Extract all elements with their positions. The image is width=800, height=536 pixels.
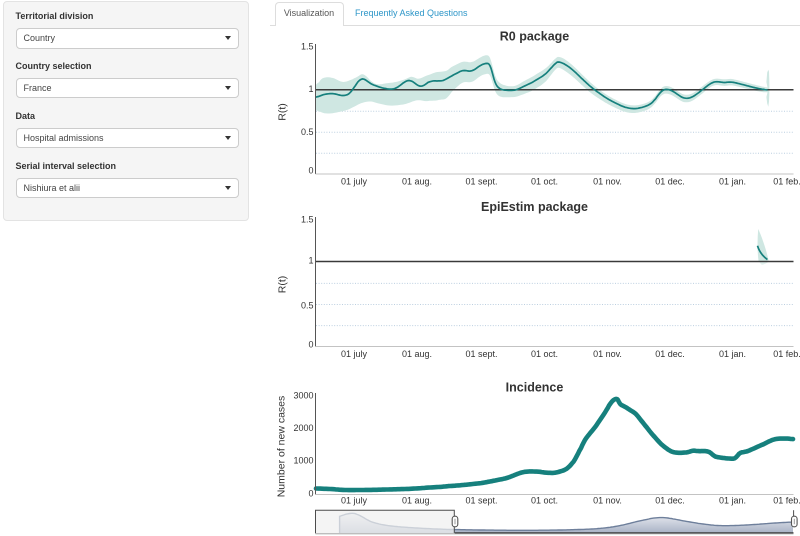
svg-text:01 nov.: 01 nov. (593, 496, 622, 506)
svg-text:01 july: 01 july (341, 349, 368, 359)
svg-text:01 july: 01 july (341, 177, 368, 187)
svg-text:1: 1 (308, 84, 313, 94)
svg-text:2000: 2000 (293, 423, 313, 433)
svg-text:01 sept.: 01 sept. (465, 177, 497, 187)
svg-text:EpiEstim package: EpiEstim package (481, 200, 588, 214)
svg-text:01 jan.: 01 jan. (719, 349, 746, 359)
svg-text:01 feb.: 01 feb. (773, 177, 800, 187)
svg-text:0.5: 0.5 (301, 127, 314, 137)
svg-text:01 aug.: 01 aug. (402, 349, 432, 359)
svg-text:1: 1 (308, 255, 313, 265)
svg-text:01 sept.: 01 sept. (465, 349, 497, 359)
svg-text:01 nov.: 01 nov. (593, 349, 622, 359)
svg-text:01 dec.: 01 dec. (655, 177, 685, 187)
svg-text:0: 0 (308, 166, 313, 176)
svg-text:01 dec.: 01 dec. (655, 496, 685, 506)
svg-text:1000: 1000 (293, 456, 313, 466)
svg-text:R0 package: R0 package (500, 30, 570, 44)
svg-text:1.5: 1.5 (301, 215, 314, 225)
svg-text:0: 0 (308, 339, 313, 349)
svg-text:Incidence: Incidence (506, 381, 564, 395)
svg-text:01 dec.: 01 dec. (655, 349, 685, 359)
svg-text:01 oct.: 01 oct. (531, 496, 558, 506)
svg-text:01 july: 01 july (341, 496, 368, 506)
svg-text:01 jan.: 01 jan. (719, 177, 746, 187)
svg-text:Number of new cases: Number of new cases (275, 396, 287, 498)
svg-text:01 nov.: 01 nov. (593, 177, 622, 187)
svg-text:01 oct.: 01 oct. (531, 177, 558, 187)
svg-text:0.5: 0.5 (301, 301, 314, 311)
svg-text:R(t): R(t) (277, 103, 289, 121)
svg-text:1.5: 1.5 (301, 41, 314, 51)
svg-text:01 aug.: 01 aug. (402, 496, 432, 506)
svg-text:01 feb.: 01 feb. (773, 496, 800, 506)
svg-text:01 aug.: 01 aug. (402, 177, 432, 187)
svg-text:0: 0 (308, 488, 313, 498)
svg-text:R(t): R(t) (277, 276, 289, 294)
svg-text:01 sept.: 01 sept. (465, 496, 497, 506)
svg-text:01 feb.: 01 feb. (773, 349, 800, 359)
svg-text:3000: 3000 (293, 391, 313, 401)
svg-text:01 jan.: 01 jan. (719, 496, 746, 506)
svg-text:01 oct.: 01 oct. (531, 349, 558, 359)
